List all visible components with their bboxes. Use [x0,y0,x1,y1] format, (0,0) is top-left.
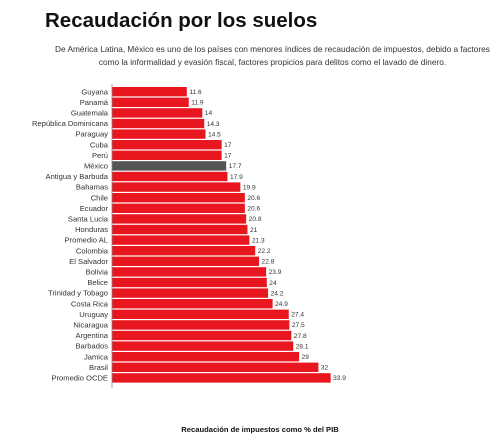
category-label-8: Antigua y Barbuda [46,172,109,181]
category-label-6: Perú [92,151,108,160]
bar-3 [112,118,205,129]
bar-17 [112,267,267,277]
bar-19 [112,288,269,298]
category-label-13: Honduras [75,225,108,234]
chart-title: Recaudación por los suelos [45,9,318,32]
category-label-18: Belice [87,278,108,287]
value-label-25: 29 [302,354,310,361]
category-label-20: Costa Rica [71,299,109,308]
category-label-9: Bahamas [76,183,108,192]
category-label-23: Argentina [75,331,108,340]
value-label-10: 20.6 [247,195,260,202]
value-label-27: 33.9 [333,375,346,382]
value-label-11: 20.6 [247,206,260,213]
bar-14 [112,235,250,245]
bars-group: Guyana 11.6 Panamá 11.9 Guatemala 14 República… [32,87,346,383]
bar-8 [112,171,228,182]
value-label-22: 27.5 [292,322,305,329]
value-label-17: 23.9 [269,269,282,276]
category-label-16: El Salvador [69,257,108,266]
bar-12 [112,214,247,224]
bar-26 [112,362,319,372]
value-label-19: 24.2 [271,290,284,297]
bar-4 [112,129,206,139]
value-label-12: 20.8 [249,216,262,223]
category-label-4: Paraguay [75,130,108,139]
x-axis-label: Recaudación de impuestos como % del PIB [181,425,339,434]
category-label-15: Colombia [76,246,109,255]
value-label-0: 11.6 [189,89,202,96]
bar-11 [112,203,245,213]
category-label-2: Guatemala [71,109,109,118]
value-label-20: 24.9 [275,301,288,308]
value-label-9: 19.9 [243,184,256,191]
bar-24 [112,341,294,351]
value-label-2: 14 [205,110,213,117]
bar-6 [112,150,222,160]
bar-5 [112,140,222,150]
chart-subtitle: De América Latina, México es uno de los … [55,44,490,67]
value-label-5: 17 [224,142,232,149]
bar-0 [112,87,187,97]
value-label-16: 22.8 [262,259,275,266]
value-label-26: 32 [321,365,329,372]
category-label-0: Guyana [81,87,108,96]
bar-21 [112,309,289,319]
value-label-14: 21.3 [252,237,265,244]
value-label-4: 14.5 [208,131,221,138]
value-label-18: 24 [269,280,277,287]
value-label-21: 27.4 [291,312,304,319]
value-label-1: 11.9 [191,100,204,107]
category-label-22: Nicaragua [73,321,108,330]
category-label-1: Panamá [80,98,109,107]
bar-1 [112,97,189,107]
category-label-21: Uruguay [79,310,108,319]
value-label-6: 17 [224,153,232,160]
category-label-11: Ecuador [80,204,109,213]
bar-10 [112,193,245,203]
category-label-26: Brasil [89,363,108,372]
category-label-3: República Dominicana [32,119,109,128]
category-label-25: Jamica [84,352,109,361]
bar-13 [112,224,248,235]
bar-15 [112,246,256,256]
category-label-7: México [84,162,108,171]
bar-20 [112,299,273,309]
category-label-17: Bolivia [86,268,109,277]
category-label-19: Trinidad y Tobago [48,289,108,298]
bar-16 [112,256,260,266]
category-label-27: Promedio OCDE [51,374,108,383]
value-label-7: 17.7 [229,163,242,170]
category-label-14: Promedio AL [65,236,108,245]
bar-23 [112,330,292,341]
bar-22 [112,320,290,330]
value-label-13: 21 [250,227,258,234]
value-label-15: 22.2 [258,248,271,255]
category-label-12: Santa Lucia [68,215,109,224]
value-label-24: 28.1 [296,343,309,350]
bar-18 [112,277,267,288]
bar-25 [112,352,300,362]
bar-27 [112,373,331,383]
bar-2 [112,108,203,118]
category-label-10: Chile [91,193,108,202]
bar-9 [112,182,241,192]
value-label-23: 27.8 [294,333,307,340]
value-label-8: 17.9 [230,174,243,181]
value-label-3: 14.3 [207,121,220,128]
category-label-24: Barbados [75,342,108,351]
bar-7 [112,161,227,171]
category-label-5: Cuba [90,140,109,149]
